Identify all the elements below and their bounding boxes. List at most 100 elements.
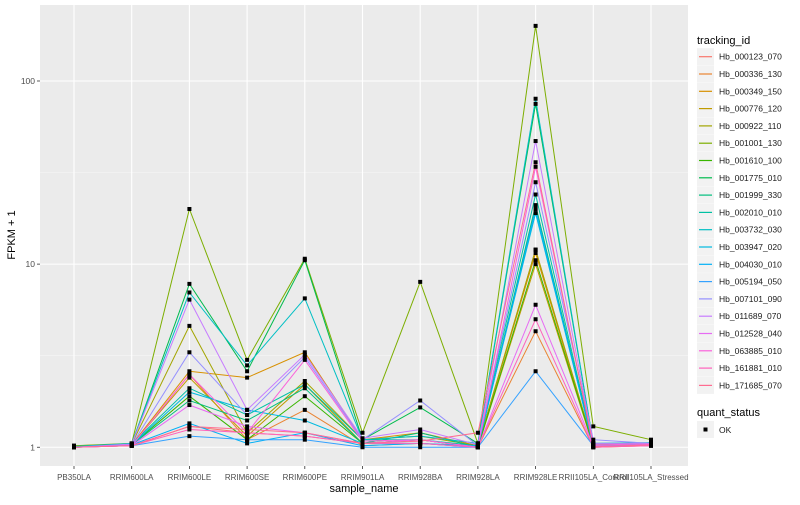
data-point-Hb_171685_070 bbox=[533, 160, 538, 165]
legend-label: Hb_000349_150 bbox=[719, 86, 782, 96]
legend-label: Hb_007101_090 bbox=[719, 294, 782, 304]
data-point-Hb_007101_090 bbox=[418, 398, 423, 403]
data-point-Hb_003732_030 bbox=[187, 290, 192, 295]
data-point-Hb_005194_050 bbox=[533, 369, 538, 374]
data-point-Hb_005194_050 bbox=[418, 445, 423, 450]
data-point-Hb_011689_070 bbox=[360, 436, 365, 441]
data-point-Hb_161881_010 bbox=[418, 441, 423, 446]
legend-label: Hb_003947_020 bbox=[719, 242, 782, 252]
data-point-Hb_171685_070 bbox=[187, 424, 192, 429]
y-tick-label: 1 bbox=[30, 442, 35, 452]
data-point-Hb_003732_030 bbox=[245, 363, 250, 368]
data-point-Hb_001001_130 bbox=[360, 430, 365, 435]
data-point-Hb_003732_030 bbox=[533, 96, 538, 101]
data-point-Hb_161881_010 bbox=[187, 427, 192, 432]
series-points bbox=[72, 23, 653, 450]
data-point-Hb_003947_020 bbox=[302, 418, 307, 423]
data-point-Hb_003947_020 bbox=[187, 390, 192, 395]
data-point-Hb_004030_010 bbox=[533, 206, 538, 211]
data-point-Hb_012528_040 bbox=[245, 424, 250, 429]
data-point-Hb_001610_100 bbox=[187, 394, 192, 399]
data-point-Hb_000336_130 bbox=[302, 407, 307, 412]
data-point-Hb_171685_070 bbox=[360, 441, 365, 446]
data-point-Hb_007101_090 bbox=[533, 180, 538, 185]
data-point-Hb_001001_130 bbox=[591, 424, 596, 429]
x-tick-label: RRIM600SE bbox=[225, 473, 269, 482]
plot-panel bbox=[40, 5, 688, 466]
data-point-Hb_063885_010 bbox=[187, 372, 192, 377]
data-point-Hb_011689_070 bbox=[475, 442, 480, 447]
legend-label-ok: OK bbox=[719, 425, 732, 435]
data-point-Hb_001775_010 bbox=[302, 258, 307, 263]
legend: tracking_id Hb_000123_070 Hb_000336_130 Hb… bbox=[697, 35, 782, 438]
data-point-Hb_011689_070 bbox=[302, 352, 307, 357]
legend-label: Hb_000776_120 bbox=[719, 104, 782, 114]
data-point-Hb_001001_130 bbox=[649, 437, 653, 442]
data-point-Hb_000776_120 bbox=[187, 375, 192, 380]
data-point-Hb_000349_150 bbox=[187, 369, 192, 374]
x-axis-label: sample_name bbox=[329, 483, 398, 495]
data-point-Hb_001999_330 bbox=[418, 430, 423, 435]
x-tick-label: RRII105LA_Control bbox=[559, 473, 629, 482]
legend-label: Hb_001999_330 bbox=[719, 190, 782, 200]
x-tick-label: PB350LA bbox=[57, 473, 91, 482]
data-point-Hb_171685_070 bbox=[302, 430, 307, 435]
legend-label: Hb_001775_010 bbox=[719, 173, 782, 183]
x-axis: PB350LA RRIM600LA RRIM600LE RRIM600SE RRIM60… bbox=[57, 466, 689, 482]
y-axis: 1 10 100 bbox=[21, 76, 40, 452]
data-point-Hb_011689_070 bbox=[187, 297, 192, 302]
data-point-Hb_000922_110 bbox=[187, 323, 192, 328]
data-point-Hb_001999_330 bbox=[302, 386, 307, 391]
data-point-Hb_063885_010 bbox=[533, 164, 538, 169]
data-point-Hb_063885_010 bbox=[360, 439, 365, 444]
data-point-Hb_001001_130 bbox=[187, 206, 192, 211]
data-point-Hb_171685_070 bbox=[72, 445, 76, 450]
data-point-Hb_161881_010 bbox=[475, 445, 480, 450]
data-point-Hb_002010_010 bbox=[302, 382, 307, 387]
data-point-Hb_005194_050 bbox=[245, 437, 250, 442]
data-point-Hb_000922_110 bbox=[302, 379, 307, 384]
data-point-Hb_011689_070 bbox=[533, 139, 538, 144]
data-point-Hb_000349_150 bbox=[245, 375, 250, 380]
data-point-Hb_001001_130 bbox=[245, 357, 250, 362]
x-tick-label: RRIM600LE bbox=[168, 473, 212, 482]
data-point-Hb_012528_040 bbox=[187, 403, 192, 408]
data-point-Hb_171685_070 bbox=[129, 443, 134, 448]
legend-title-color: tracking_id bbox=[697, 35, 750, 47]
x-tick-label: RRIM600LA bbox=[110, 473, 154, 482]
data-point-Hb_003947_020 bbox=[533, 211, 538, 216]
data-point-Hb_012528_040 bbox=[533, 302, 538, 307]
legend-label: Hb_001610_100 bbox=[719, 156, 782, 166]
legend-label: Hb_000336_130 bbox=[719, 69, 782, 79]
data-point-Hb_161881_010 bbox=[245, 430, 250, 435]
x-tick-label: RRII105LA_Stressed bbox=[613, 473, 688, 482]
x-tick-label: RRIM928BA bbox=[398, 473, 443, 482]
data-point-Hb_001775_010 bbox=[187, 281, 192, 286]
legend-label: Hb_002010_010 bbox=[719, 207, 782, 217]
data-point-Hb_005194_050 bbox=[360, 445, 365, 450]
data-point-Hb_171685_070 bbox=[475, 430, 480, 435]
data-point-Hb_007101_090 bbox=[591, 437, 596, 442]
data-point-Hb_000776_120 bbox=[533, 262, 538, 267]
data-point-Hb_007101_090 bbox=[187, 350, 192, 355]
data-point-Hb_002010_010 bbox=[533, 192, 538, 197]
data-point-Hb_007101_090 bbox=[245, 413, 250, 418]
data-point-Hb_003732_030 bbox=[302, 296, 307, 301]
data-point-Hb_000776_120 bbox=[245, 434, 250, 439]
data-point-Hb_001610_100 bbox=[302, 394, 307, 399]
data-point-Hb_001999_330 bbox=[245, 418, 250, 423]
data-point-Hb_171685_070 bbox=[591, 444, 596, 449]
data-point-Hb_001775_010 bbox=[533, 101, 538, 106]
data-point-Hb_001001_130 bbox=[533, 23, 538, 28]
data-point-Hb_063885_010 bbox=[302, 357, 307, 362]
y-tick-label: 100 bbox=[21, 76, 35, 86]
legend-label: Hb_000123_070 bbox=[719, 52, 782, 62]
x-tick-label: RRIM928LA bbox=[456, 473, 500, 482]
data-point-Hb_005194_050 bbox=[187, 434, 192, 439]
data-point-Hb_011689_070 bbox=[245, 407, 250, 412]
x-tick-label: RRIM901LA bbox=[341, 473, 385, 482]
data-point-Hb_000922_110 bbox=[533, 247, 538, 252]
legend-label: Hb_171685_070 bbox=[719, 380, 782, 390]
data-point-Hb_001999_330 bbox=[187, 398, 192, 403]
